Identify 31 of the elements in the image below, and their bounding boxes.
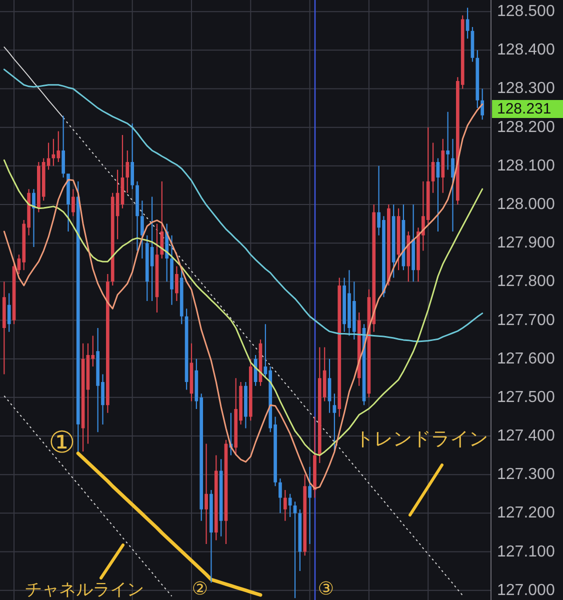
candlestick: [278, 478, 282, 514]
y-tick-label: 127.400: [497, 428, 555, 445]
y-tick-label: 127.200: [497, 504, 555, 522]
candlestick: [136, 181, 139, 251]
y-tick-label: 127.300: [497, 466, 555, 484]
y-tick-label: 127.700: [497, 312, 555, 329]
line-series: [4, 395, 172, 597]
y-tick-label: 128.100: [497, 157, 555, 174]
y-tick-label: 127.800: [497, 273, 555, 290]
y-tick-label: 127.900: [497, 234, 555, 252]
y-tick-label: 127.500: [497, 388, 555, 406]
y-tick-label: 128.000: [497, 196, 555, 213]
annotation: ③: [318, 578, 334, 600]
line-series: [76, 452, 262, 597]
y-tick-label: 128.400: [497, 42, 555, 59]
annotation: トレンドライン: [355, 428, 488, 450]
y-tick-label: 128.300: [497, 80, 555, 98]
annotation: チャネルライン: [25, 580, 144, 600]
candlestick: [210, 490, 213, 583]
candlestick: [451, 138, 454, 232]
text: 128.231: [497, 100, 552, 118]
y-tick-label: 128.500: [497, 3, 555, 20]
y-tick-label: 127.600: [497, 350, 555, 368]
y-tick-label: 128.200: [497, 118, 555, 136]
annotation: ①: [48, 426, 76, 460]
y-tick-label: 127.100: [497, 543, 555, 560]
annotation: ②: [192, 578, 208, 600]
candlestick: [32, 189, 36, 247]
candlestick: [204, 444, 208, 544]
line-series: [3, 68, 484, 342]
y-tick-label: 127.000: [497, 582, 555, 599]
